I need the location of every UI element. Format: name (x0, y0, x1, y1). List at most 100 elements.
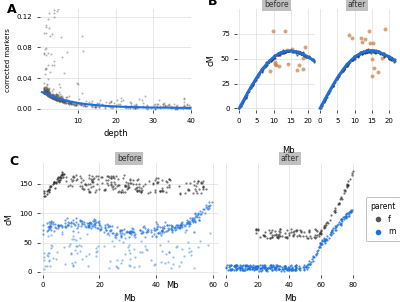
Point (42, 90, 48, 95)
Point (44, 91, 50, 96)
Point (301, 267, 307, 272)
Point (274, 53, 281, 57)
Point (190, 190, 196, 195)
Point (171, 102, 178, 107)
Point (110, 101, 117, 106)
Point (52, 225, 58, 230)
Point (70, 174, 77, 178)
Point (347, 60, 354, 65)
Point (371, 65, 378, 70)
Point (316, 231, 322, 236)
Point (253, 75, 260, 79)
Point (167, 223, 174, 228)
Point (184, 218, 190, 223)
Point (271, 266, 278, 271)
Point (192, 212, 198, 217)
Point (347, 176, 353, 181)
Point (59, 93, 66, 98)
Point (43, 87, 49, 92)
Point (59, 173, 65, 178)
Point (112, 232, 118, 237)
Point (66, 101, 73, 106)
Point (274, 53, 280, 58)
Point (55, 97, 61, 101)
Point (318, 241, 324, 246)
Point (50, 95, 56, 100)
Point (288, 268, 294, 273)
Point (60, 98, 66, 103)
Point (72, 260, 78, 265)
Point (195, 210, 201, 215)
Point (56, 98, 62, 102)
Point (325, 91, 332, 96)
Point (264, 266, 270, 271)
Point (61, 98, 68, 103)
Point (159, 249, 166, 253)
Point (280, 49, 286, 54)
Point (46, 91, 52, 96)
Point (78, 102, 84, 107)
Point (328, 231, 334, 236)
Point (299, 51, 305, 56)
Point (329, 227, 336, 232)
Point (262, 264, 268, 269)
Point (275, 52, 281, 56)
Point (169, 224, 175, 229)
Point (259, 265, 265, 270)
Point (282, 28, 288, 33)
Point (124, 230, 130, 235)
Point (126, 181, 133, 186)
Point (158, 229, 164, 233)
Point (50, 229, 57, 234)
Point (352, 55, 358, 60)
Point (180, 223, 187, 228)
Point (267, 231, 273, 236)
Point (79, 221, 85, 226)
Point (240, 98, 246, 103)
Point (52, 97, 59, 102)
Point (51, 186, 58, 191)
Point (322, 96, 328, 101)
Point (43, 91, 50, 96)
Point (41, 89, 47, 94)
Point (314, 232, 320, 237)
Point (344, 182, 351, 187)
Point (97, 222, 103, 227)
Point (50, 255, 56, 260)
Point (263, 61, 269, 66)
Point (183, 222, 190, 226)
Point (281, 263, 287, 268)
Point (355, 53, 361, 58)
Point (174, 225, 180, 230)
Point (323, 95, 330, 100)
Point (258, 67, 265, 72)
Point (388, 54, 394, 59)
Point (182, 105, 189, 110)
Point (44, 92, 51, 97)
Point (47, 92, 53, 96)
Point (269, 55, 275, 60)
Point (46, 11, 52, 16)
Point (322, 222, 328, 227)
Point (186, 219, 193, 224)
Point (311, 235, 317, 239)
Point (346, 210, 353, 214)
Point (172, 227, 178, 232)
Point (152, 227, 159, 232)
Point (52, 97, 58, 102)
Point (126, 229, 132, 234)
Point (342, 64, 349, 69)
Point (186, 250, 192, 255)
Point (49, 95, 55, 99)
Point (304, 54, 311, 59)
Point (255, 72, 261, 77)
Point (141, 182, 148, 187)
Point (276, 266, 283, 271)
Point (64, 101, 71, 106)
Point (49, 94, 55, 99)
Point (312, 227, 318, 232)
Text: Mb: Mb (282, 146, 294, 156)
Point (332, 209, 338, 214)
Point (267, 58, 273, 63)
Point (122, 182, 128, 187)
